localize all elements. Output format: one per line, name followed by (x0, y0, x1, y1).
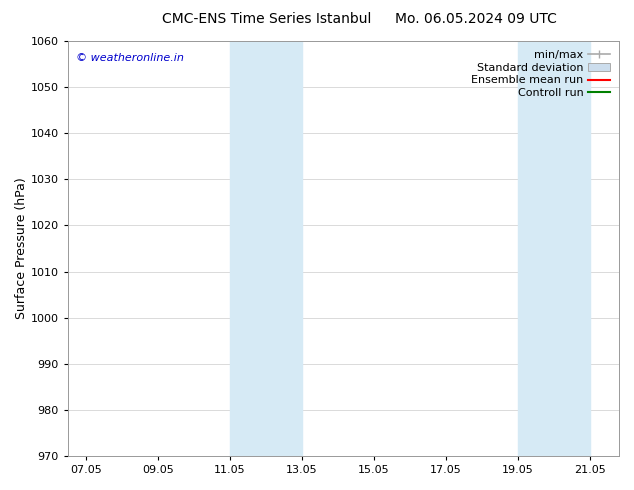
Text: © weatheronline.in: © weatheronline.in (76, 53, 184, 64)
Y-axis label: Surface Pressure (hPa): Surface Pressure (hPa) (15, 178, 28, 319)
Legend: min/max, Standard deviation, Ensemble mean run, Controll run: min/max, Standard deviation, Ensemble me… (468, 47, 614, 101)
Bar (230, 41, 266, 456)
Bar (518, 41, 554, 456)
Bar (266, 41, 302, 456)
Bar (554, 41, 590, 456)
Text: Mo. 06.05.2024 09 UTC: Mo. 06.05.2024 09 UTC (394, 12, 557, 26)
Text: CMC-ENS Time Series Istanbul: CMC-ENS Time Series Istanbul (162, 12, 371, 26)
